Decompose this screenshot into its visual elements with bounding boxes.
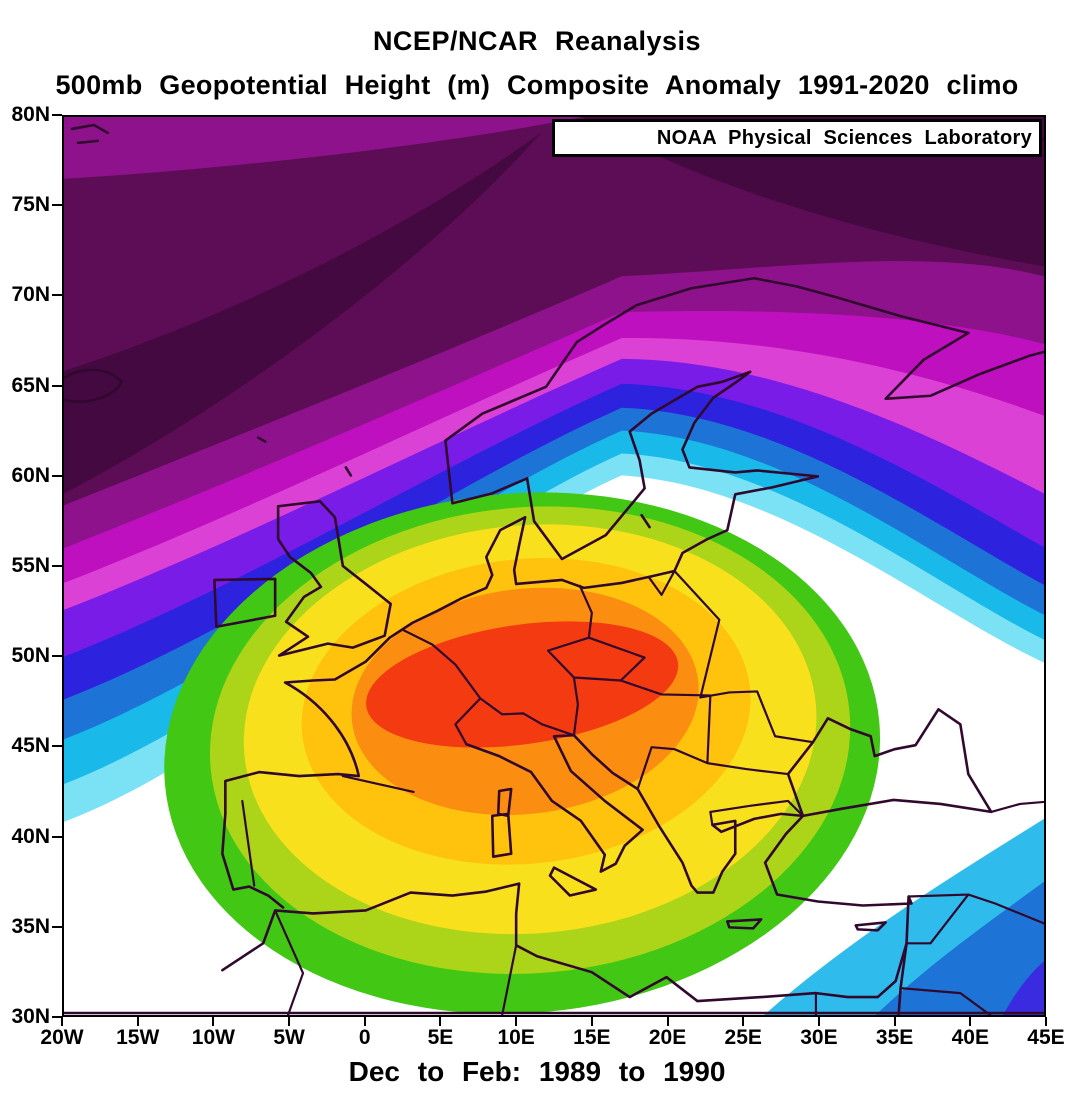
x-tick-label: 10E — [497, 1026, 535, 1049]
y-tick-mark — [52, 835, 62, 838]
composite-date-caption: Dec to Feb: 1989 to 1990 — [348, 1056, 726, 1087]
x-tick-mark — [666, 1017, 669, 1026]
x-tick-mark — [288, 1017, 291, 1026]
x-tick-label: 20E — [648, 1026, 687, 1049]
page-title: NCEP/NCAR Reanalysis — [372, 26, 702, 56]
y-tick-mark — [52, 1016, 62, 1018]
x-tick-mark — [439, 1017, 442, 1026]
attribution-box: NOAA Physical Sciences Laboratory — [552, 119, 1042, 157]
y-tick-mark — [52, 925, 62, 928]
x-tick-mark — [363, 1017, 366, 1026]
x-tick-label: 5E — [427, 1026, 454, 1049]
x-tick-label: 15W — [116, 1026, 160, 1049]
x-tick-mark — [590, 1017, 593, 1026]
y-tick-mark — [52, 745, 62, 748]
y-tick-mark — [52, 384, 62, 387]
y-tick-mark — [52, 114, 62, 116]
x-tick-mark — [61, 1017, 63, 1026]
x-tick-label: 0 — [358, 1026, 371, 1049]
x-tick-label: 40E — [951, 1026, 989, 1049]
y-tick-mark — [52, 565, 62, 567]
contour-se-indigo — [1003, 961, 1044, 1015]
x-tick-mark — [893, 1017, 896, 1026]
y-tick-label: 70N — [11, 283, 50, 307]
x-tick-label: 5W — [273, 1026, 305, 1049]
y-tick-mark — [52, 204, 62, 207]
coastlines — [64, 123, 1044, 1015]
x-tick-mark — [136, 1017, 139, 1026]
x-tick-label: 10W — [191, 1026, 235, 1049]
x-tick-mark — [969, 1017, 972, 1026]
y-tick-mark — [52, 655, 62, 658]
y-tick-label: 35N — [11, 914, 50, 938]
contour-se-blue — [875, 881, 1044, 1015]
x-tick-mark — [212, 1017, 215, 1026]
x-tick-mark — [817, 1017, 820, 1026]
y-tick-label: 50N — [11, 644, 50, 668]
contour-band-red-orange — [366, 621, 679, 748]
y-tick-label: 30N — [11, 1005, 50, 1028]
contour-core-darkest-nw — [64, 131, 543, 494]
composite-anomaly-map — [62, 115, 1046, 1017]
y-tick-label: 75N — [11, 193, 50, 217]
y-tick-mark — [52, 294, 62, 297]
y-tick-label: 60N — [11, 463, 50, 487]
x-tick-label: 45E — [1027, 1026, 1065, 1049]
country-borders — [241, 569, 1044, 1015]
x-tick-mark — [742, 1017, 745, 1026]
x-tick-mark — [515, 1017, 518, 1026]
contour-field — [64, 117, 1044, 1015]
x-tick-label: 20W — [40, 1026, 84, 1049]
attribution-label: NOAA Physical Sciences Laboratory — [656, 126, 1032, 149]
x-tick-label: 30E — [800, 1026, 838, 1049]
x-tick-mark — [1044, 1017, 1047, 1026]
y-tick-label: 65N — [11, 373, 50, 397]
y-tick-mark — [52, 474, 62, 477]
y-tick-label: 45N — [11, 734, 50, 758]
y-tick-label: 55N — [11, 554, 50, 577]
x-tick-label: 25E — [724, 1026, 762, 1049]
y-tick-label: 80N — [11, 103, 50, 126]
x-tick-label: 35E — [875, 1026, 914, 1049]
contour-band-purple-top-strip — [64, 117, 582, 179]
y-tick-label: 40N — [11, 824, 50, 848]
x-tick-label: 15E — [573, 1026, 611, 1049]
plot-subtitle: 500mb Geopotential Height (m) Composite … — [55, 70, 1019, 100]
